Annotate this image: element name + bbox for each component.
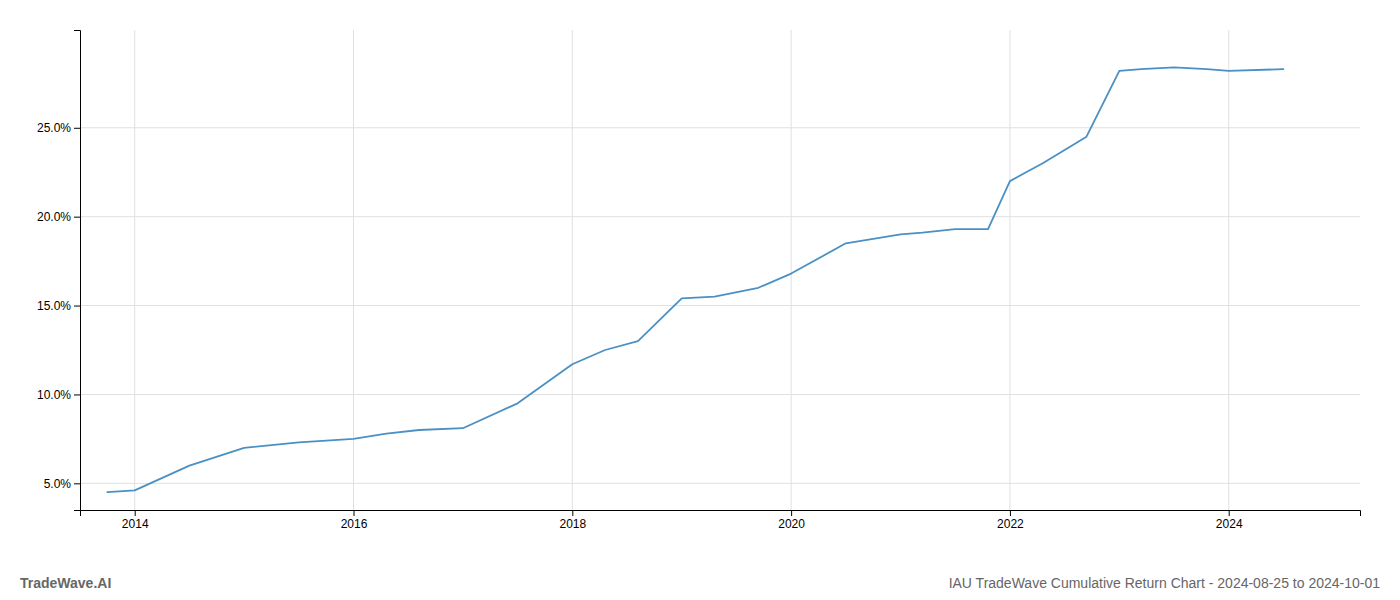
grid-line-y (80, 127, 1360, 128)
x-tick-label: 2018 (559, 517, 586, 531)
title: IAU TradeWave Cumulative Return Chart - … (949, 575, 1381, 591)
x-tick: 2022 (997, 510, 1024, 531)
y-tick: 25.0% (37, 121, 80, 135)
x-axis-line (81, 511, 1361, 517)
x-tick-label: 2014 (122, 517, 149, 531)
x-tick-label: 2024 (1216, 517, 1243, 531)
y-tick-mark (74, 394, 80, 395)
y-axis: 5.0% 10.0% 15.0% 20.0% 25.0% (37, 31, 81, 511)
grid-line-y (80, 394, 1360, 395)
grid-line-x (1009, 30, 1010, 510)
x-tick-mark (354, 510, 355, 516)
x-tick-mark (1010, 510, 1011, 516)
x-tick-mark (791, 510, 792, 516)
y-axis-line (74, 31, 81, 511)
grid-line-y (80, 305, 1360, 306)
y-tick-label: 10.0% (37, 388, 71, 402)
grid-line-y (80, 216, 1360, 217)
grid-line-x (572, 30, 573, 510)
watermark: TradeWave.AI (20, 575, 111, 591)
y-tick-mark (74, 483, 80, 484)
x-tick-label: 2016 (341, 517, 368, 531)
x-axis: 2014 2016 2018 2020 2022 2024 (81, 510, 1361, 531)
y-tick: 15.0% (37, 299, 80, 313)
grid-line-x (134, 30, 135, 510)
grid-line-y (80, 483, 1360, 484)
y-tick: 10.0% (37, 388, 80, 402)
x-tick-mark (572, 510, 573, 516)
plot-area: 2014 2016 2018 2020 2022 2024 5.0% 10.0% 15.0% 20… (37, 30, 1361, 531)
y-tick-label: 25.0% (37, 121, 71, 135)
y-tick-label: 20.0% (37, 210, 71, 224)
chart: 2014 2016 2018 2020 2022 2024 5.0% 10.0% 15.0% 20… (0, 0, 1400, 600)
x-tick-mark (1229, 510, 1230, 516)
y-tick-label: 15.0% (37, 299, 71, 313)
grid-line-x (1228, 30, 1229, 510)
marks (107, 67, 1283, 492)
y-tick: 5.0% (44, 477, 80, 491)
x-tick: 2014 (122, 510, 149, 531)
y-tick: 20.0% (37, 210, 80, 224)
x-tick: 2024 (1216, 510, 1243, 531)
x-tick-label: 2020 (778, 517, 805, 531)
y-tick-mark (74, 217, 80, 218)
grid-line-x (791, 30, 792, 510)
x-tick-mark (135, 510, 136, 516)
x-tick: 2016 (341, 510, 368, 531)
y-tick-label: 5.0% (44, 477, 72, 491)
x-tick-label: 2022 (997, 517, 1024, 531)
y-tick-mark (74, 128, 80, 129)
x-tick: 2020 (778, 510, 805, 531)
line (107, 67, 1283, 492)
grid (80, 30, 1360, 510)
x-tick: 2018 (559, 510, 586, 531)
y-tick-mark (74, 306, 80, 307)
